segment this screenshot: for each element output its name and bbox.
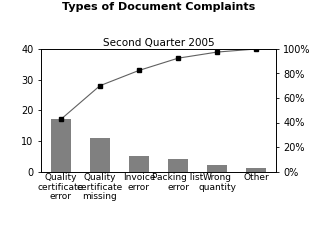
- Title: Second Quarter 2005: Second Quarter 2005: [103, 38, 214, 48]
- Bar: [129, 156, 149, 172]
- Bar: [246, 169, 266, 171]
- Bar: [51, 119, 70, 172]
- Text: Types of Document Complaints: Types of Document Complaints: [62, 2, 255, 12]
- Bar: [207, 165, 227, 171]
- Bar: [90, 138, 110, 172]
- Bar: [168, 159, 188, 171]
